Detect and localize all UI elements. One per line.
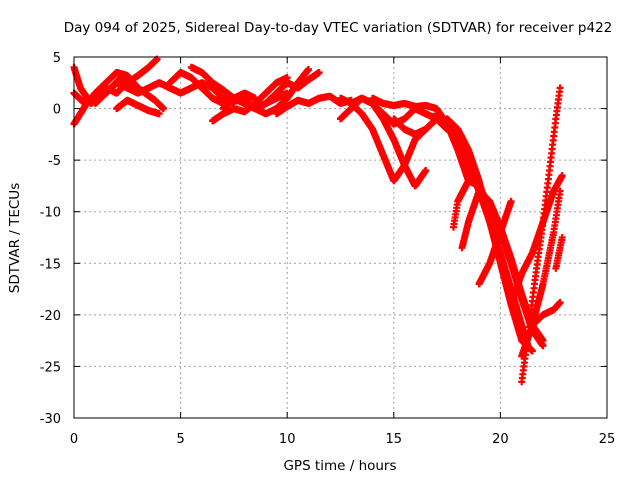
series-arc-21	[475, 197, 515, 288]
series-arc-26	[552, 234, 566, 272]
x-tick-label: 10	[279, 432, 296, 447]
x-tick-label: 25	[599, 432, 616, 447]
x-tick-label: 0	[70, 432, 78, 447]
series-arc-4	[91, 79, 238, 107]
y-tick-label: -20	[40, 309, 61, 324]
x-tick-label: 15	[386, 432, 403, 447]
y-tick-label: -15	[40, 257, 61, 272]
series-arc-23	[507, 172, 566, 308]
series-arc-24	[518, 187, 564, 360]
plus-markers	[475, 197, 515, 288]
plus-markers	[91, 79, 238, 107]
y-tick-label: -10	[40, 206, 61, 221]
chart-title: Day 094 of 2025, Sidereal Day-to-day VTE…	[64, 20, 613, 36]
plus-markers	[528, 299, 564, 329]
series-arc-5	[113, 96, 163, 118]
plus-markers	[241, 65, 312, 118]
y-tick-label: 5	[53, 51, 61, 66]
series-arc-25	[528, 299, 564, 329]
plus-markers	[518, 187, 564, 360]
data-markers	[70, 55, 566, 386]
plus-markers	[507, 172, 566, 308]
x-tick-label: 20	[492, 432, 509, 447]
series-arc-10	[241, 65, 312, 118]
plus-markers	[552, 234, 566, 272]
plot-frame	[73, 56, 608, 419]
y-axis-title: SDTVAR / TECUs	[7, 183, 23, 293]
y-tick-label: -25	[40, 360, 61, 375]
y-tick-label: 0	[53, 103, 61, 118]
axis-ticks: 0 5 10 15 20 25 5 0 -5 -10 -15 -20 -25 -30	[40, 51, 616, 447]
x-axis-title: GPS time / hours	[283, 458, 396, 474]
plus-markers	[113, 96, 163, 118]
x-tick-label: 5	[176, 432, 184, 447]
y-tick-label: -30	[40, 412, 61, 427]
y-tick-label: -5	[48, 154, 61, 169]
